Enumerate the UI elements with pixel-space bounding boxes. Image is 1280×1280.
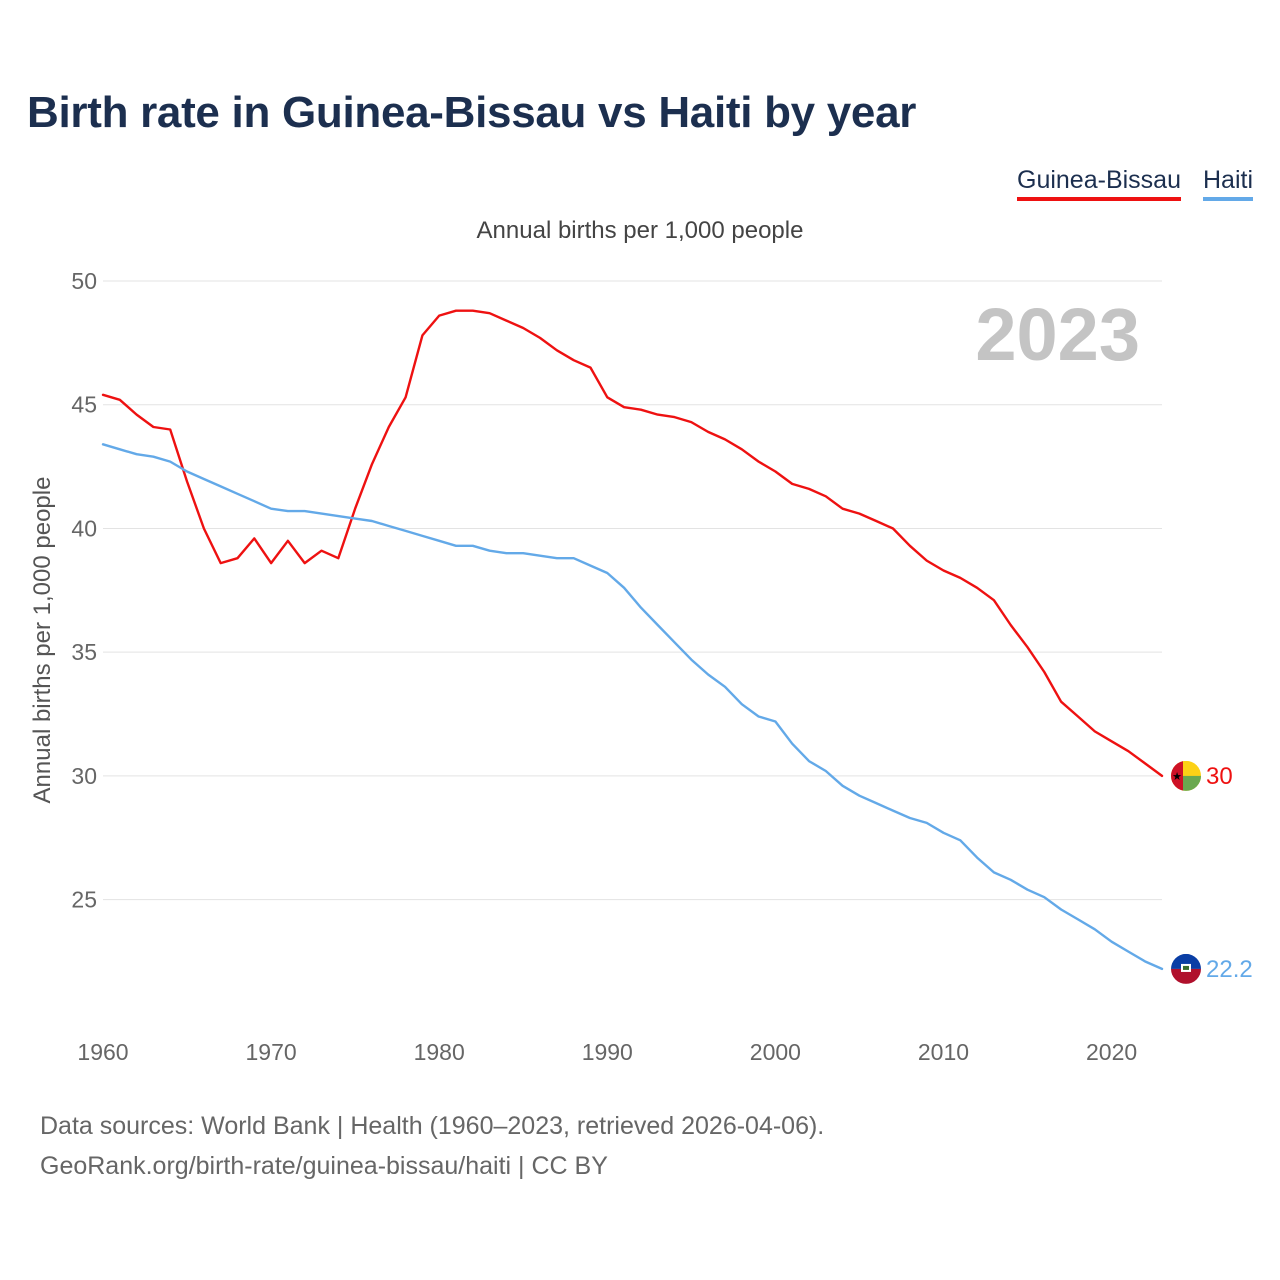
series-line-haiti	[101, 443, 1164, 971]
x-tick-label: 1960	[77, 1039, 128, 1065]
haiti-flag-icon	[1171, 953, 1201, 984]
y-tick-label: 25	[71, 887, 97, 913]
svg-text:★: ★	[1172, 770, 1182, 783]
y-tick-label: 30	[71, 763, 97, 789]
source-note: Data sources: World Bank | Health (1960–…	[40, 1106, 824, 1186]
x-tick-label: 1990	[582, 1039, 633, 1065]
legend-item-haiti[interactable]: Haiti	[1202, 166, 1253, 201]
legend-item-guinea-bissau[interactable]: Guinea-Bissau	[1017, 166, 1181, 201]
source-line-1: Data sources: World Bank | Health (1960–…	[40, 1112, 825, 1140]
y-tick-label: 45	[71, 392, 97, 418]
x-tick-label: 2020	[1086, 1039, 1137, 1065]
x-tick-label: 2000	[750, 1039, 801, 1065]
guinea-bissau-end-label: 30	[1206, 763, 1233, 790]
y-tick-label: 40	[71, 515, 97, 541]
guinea-bissau-flag-icon: ★	[1171, 760, 1201, 791]
y-tick-label: 50	[71, 268, 97, 294]
haiti-end-label: 22.2	[1206, 956, 1253, 983]
chart-title: Birth rate in Guinea-Bissau vs Haiti by …	[27, 88, 917, 137]
y-tick-label: 35	[71, 639, 97, 665]
series-line-guinea-bissau	[101, 309, 1164, 778]
x-tick-label: 2010	[918, 1039, 969, 1065]
chart-subtitle: Annual births per 1,000 people	[476, 217, 804, 244]
y-axis-label: Annual births per 1,000 people	[29, 477, 56, 804]
x-tick-label: 1970	[246, 1039, 297, 1065]
x-tick-label: 1980	[414, 1039, 465, 1065]
year-watermark: 2023	[975, 293, 1140, 376]
legend: Guinea-Bissau Haiti	[1017, 166, 1253, 201]
source-line-2: GeoRank.org/birth-rate/guinea-bissau/hai…	[40, 1152, 608, 1180]
